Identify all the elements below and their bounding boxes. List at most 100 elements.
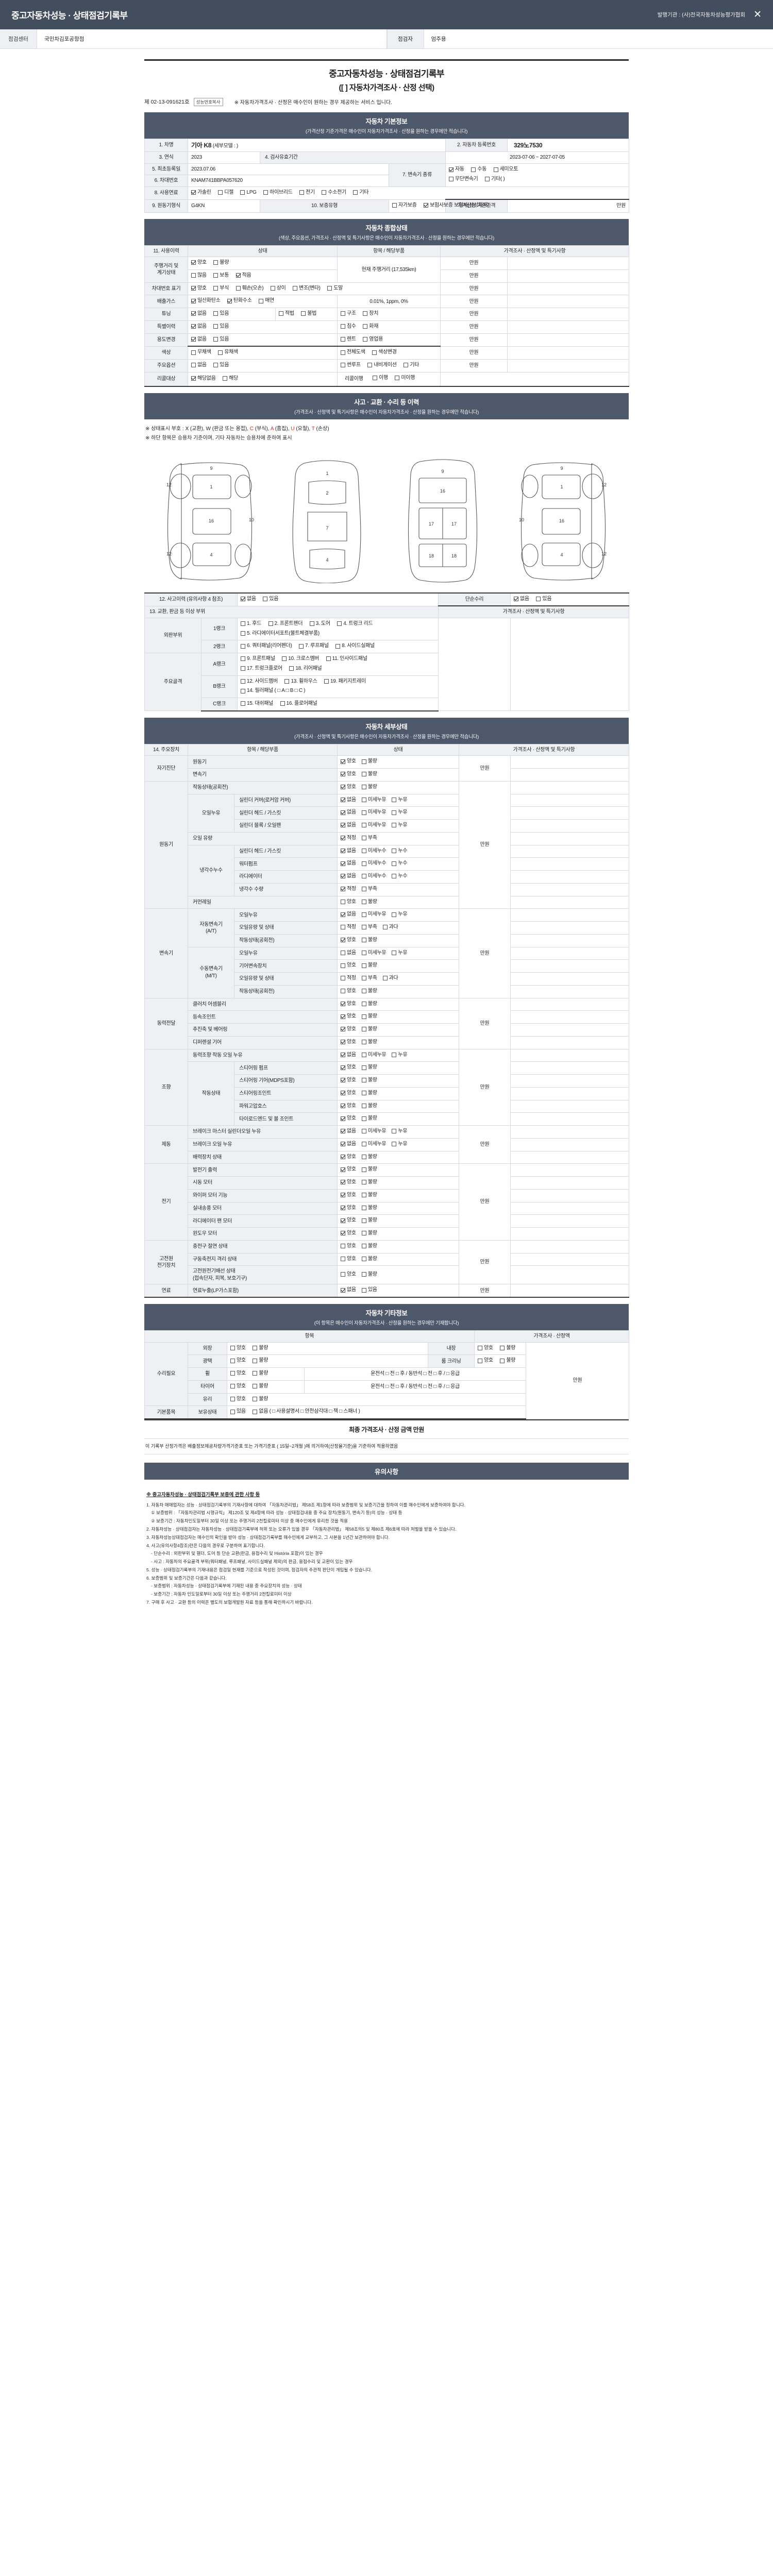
cb-interior-good[interactable]: 양호 xyxy=(478,1345,493,1352)
device-note-cell[interactable] xyxy=(510,1227,629,1241)
cb-special-fire[interactable]: 화재 xyxy=(363,323,378,330)
device-note-cell[interactable] xyxy=(510,985,629,998)
device-price-cell[interactable]: 만원 xyxy=(459,755,511,782)
cb-unchecked[interactable]: 불량 xyxy=(361,1166,377,1173)
cb-tuning-yes[interactable]: 있음 xyxy=(213,310,229,317)
cb-unchecked[interactable]: 불량 xyxy=(361,1026,377,1033)
cb-unchecked[interactable]: 미세누유 xyxy=(361,1128,386,1135)
cb-checked[interactable]: 양호 xyxy=(341,1115,356,1122)
cb-unchecked[interactable]: 불량 xyxy=(361,784,377,791)
device-note-cell[interactable] xyxy=(510,908,629,922)
cb-checked[interactable]: 없음 xyxy=(341,796,356,804)
cb-trans-semiauto[interactable]: 세미오토 xyxy=(493,166,518,173)
cb-hold-yes[interactable]: 있음 xyxy=(230,1408,246,1415)
note-cell[interactable] xyxy=(507,320,629,334)
device-note-cell[interactable] xyxy=(510,1150,629,1164)
cb-unchecked[interactable]: 불량 xyxy=(361,1090,377,1097)
cb-checked[interactable]: 없음 xyxy=(341,809,356,816)
cb-checked[interactable]: 없음 xyxy=(341,860,356,867)
cb-unchecked[interactable]: 있음 xyxy=(361,1286,377,1294)
cb-unchecked[interactable]: 불량 xyxy=(361,1077,377,1084)
cb-checked[interactable]: 없음 xyxy=(341,1052,356,1059)
cb-unchecked[interactable]: 누유 xyxy=(392,822,408,829)
cb-checked[interactable]: 양호 xyxy=(341,1013,356,1020)
device-note-cell[interactable] xyxy=(510,1265,629,1285)
cb-interior-bad[interactable]: 불량 xyxy=(500,1345,515,1352)
cb-mileage-good[interactable]: 양호 xyxy=(191,259,207,266)
cb-unchecked[interactable]: 불량 xyxy=(361,1179,377,1186)
cb-fuel-gasoline[interactable]: 가솔린 xyxy=(191,189,211,196)
device-note-cell[interactable] xyxy=(510,959,629,973)
device-note-cell[interactable] xyxy=(510,1112,629,1126)
cb-checked[interactable]: 양호 xyxy=(341,771,356,778)
device-note-cell[interactable] xyxy=(510,1048,629,1062)
cb-checked[interactable]: 없음 xyxy=(341,1128,356,1135)
cb-fuel-lpg[interactable]: LPG xyxy=(240,189,257,196)
device-note-cell[interactable] xyxy=(510,1087,629,1100)
cb-recall-notdone[interactable]: 미이행 xyxy=(395,375,415,382)
cb-checked[interactable]: 양호 xyxy=(341,1001,356,1008)
cb-unchecked[interactable]: 양호 xyxy=(341,1243,356,1250)
cb-checked[interactable]: 없음 xyxy=(341,822,356,829)
cb-unchecked[interactable]: 불량 xyxy=(361,1103,377,1110)
cb-vin-different[interactable]: 상이 xyxy=(270,285,286,292)
close-icon[interactable]: ✕ xyxy=(753,9,762,20)
cb-checked[interactable]: 양호 xyxy=(341,1192,356,1199)
cb-trans-manual[interactable]: 수동 xyxy=(471,166,486,173)
device-note-cell[interactable] xyxy=(510,1125,629,1139)
cb-unchecked[interactable]: 누유 xyxy=(392,809,408,816)
cb-recall-na[interactable]: 해당없음 xyxy=(191,375,216,382)
cb-unchecked[interactable]: 미세누수 xyxy=(361,848,386,855)
cb-emission-co[interactable]: 일산화탄소 xyxy=(191,297,221,304)
cb-checked[interactable]: 양호 xyxy=(341,1077,356,1084)
cb-unchecked[interactable]: 불량 xyxy=(361,988,377,995)
cb-unchecked[interactable]: 불량 xyxy=(361,1115,377,1122)
cb-checked[interactable]: 적정 xyxy=(341,835,356,842)
device-price-cell[interactable]: 만원 xyxy=(459,1163,511,1241)
device-note-cell[interactable] xyxy=(510,1163,629,1177)
device-note-cell[interactable] xyxy=(510,806,629,820)
cb-checked[interactable]: 양호 xyxy=(341,1064,356,1071)
cb-usage-rent[interactable]: 렌트 xyxy=(341,336,356,343)
cb-door[interactable]: 3. 도어 xyxy=(309,620,330,628)
cb-package-tray[interactable]: 19. 패키지트레이 xyxy=(324,678,366,685)
cb-checked[interactable]: 양호 xyxy=(341,1179,356,1186)
device-note-cell[interactable] xyxy=(510,1061,629,1075)
cb-unchecked[interactable]: 누유 xyxy=(392,950,408,957)
cb-unchecked[interactable]: 누유 xyxy=(392,1052,408,1059)
device-note-cell[interactable] xyxy=(510,844,629,858)
cb-checked[interactable]: 양호 xyxy=(341,1090,356,1097)
cb-unchecked[interactable]: 양호 xyxy=(341,962,356,969)
cb-vin-corrosion[interactable]: 부식 xyxy=(213,285,229,292)
cb-exterior-good[interactable]: 양호 xyxy=(230,1345,246,1352)
device-note-cell[interactable] xyxy=(510,1189,629,1202)
cb-unchecked[interactable]: 불량 xyxy=(361,1013,377,1020)
cb-unchecked[interactable]: 적정 xyxy=(341,975,356,982)
note-cell[interactable] xyxy=(440,371,629,387)
cb-simple-yes[interactable]: 있음 xyxy=(536,596,551,603)
cb-options-yes[interactable]: 있음 xyxy=(213,362,229,369)
cb-usage-commercial[interactable]: 영업용 xyxy=(363,336,383,343)
cb-wheel-house[interactable]: 13. 휠하우스 xyxy=(284,678,317,685)
cb-polish-bad[interactable]: 불량 xyxy=(253,1357,268,1364)
accident-note-cell[interactable] xyxy=(510,617,629,711)
cb-simple-none[interactable]: 없음 xyxy=(514,596,529,603)
cb-warranty-self[interactable]: 자가보증 xyxy=(392,202,417,209)
cb-mileage-few[interactable]: 적음 xyxy=(236,272,251,279)
cb-tuning-none[interactable]: 없음 xyxy=(191,310,207,317)
device-note-cell[interactable] xyxy=(510,1201,629,1215)
cb-unchecked[interactable]: 미세누수 xyxy=(361,860,386,867)
cb-unchecked[interactable]: 불량 xyxy=(361,1001,377,1008)
cb-exterior-bad[interactable]: 불량 xyxy=(253,1345,268,1352)
cb-wheel-bad[interactable]: 불량 xyxy=(253,1370,268,1377)
cb-trunk-floor[interactable]: 17. 트렁크플로어 xyxy=(241,665,282,672)
cb-tire-good[interactable]: 양호 xyxy=(230,1383,246,1390)
cb-unchecked[interactable]: 누유 xyxy=(392,1141,408,1148)
cb-tuning-device[interactable]: 장치 xyxy=(363,310,378,317)
device-price-cell[interactable]: 만원 xyxy=(459,1240,511,1285)
cb-options-none[interactable]: 없음 xyxy=(191,362,207,369)
device-note-cell[interactable] xyxy=(510,1099,629,1113)
cb-unchecked[interactable]: 양호 xyxy=(341,988,356,995)
cb-unchecked[interactable]: 불량 xyxy=(361,899,377,906)
device-price-cell[interactable]: 만원 xyxy=(459,1284,511,1298)
